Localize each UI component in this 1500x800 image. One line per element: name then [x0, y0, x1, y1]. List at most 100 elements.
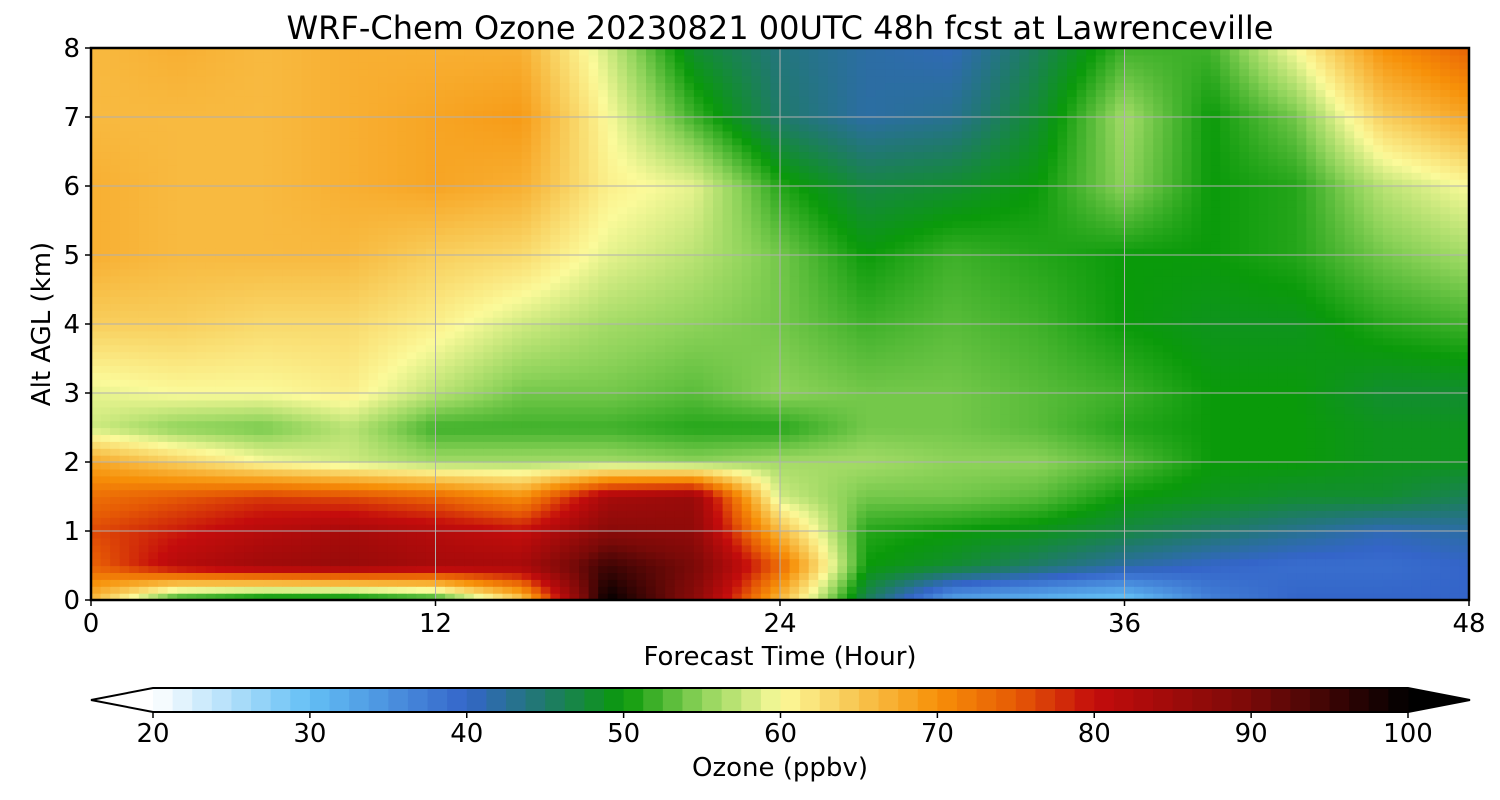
heatmap-cell — [378, 462, 389, 470]
heatmap-cell — [732, 565, 743, 573]
heatmap-cell — [885, 558, 896, 567]
heatmap-cell — [282, 441, 293, 449]
heatmap-cell — [215, 544, 226, 553]
heatmap-cell — [550, 593, 561, 600]
heatmap-cell — [1373, 455, 1384, 463]
heatmap-cell — [1105, 593, 1116, 600]
heatmap-cell — [253, 420, 264, 429]
heatmap-cell — [454, 475, 465, 484]
heatmap-cell — [1287, 586, 1298, 594]
heatmap-cell — [1382, 565, 1394, 573]
heatmap-cell — [177, 572, 188, 580]
heatmap-cell — [1296, 572, 1307, 580]
heatmap-cell — [425, 544, 437, 553]
heatmap-cell — [952, 413, 963, 422]
heatmap-cell — [693, 579, 705, 587]
heatmap-cell — [588, 489, 599, 498]
heatmap-cell — [856, 482, 867, 491]
heatmap-cell — [1038, 586, 1049, 594]
heatmap-cell — [311, 565, 322, 573]
heatmap-cell — [1411, 393, 1422, 401]
heatmap-cell — [808, 455, 819, 463]
heatmap-cell — [1086, 586, 1097, 594]
heatmap-cell — [1344, 468, 1355, 477]
heatmap-cell — [483, 386, 494, 394]
heatmap-cell — [1181, 468, 1193, 477]
heatmap-cell — [751, 496, 762, 504]
heatmap-cell — [205, 572, 216, 580]
heatmap-cell — [626, 503, 638, 511]
heatmap-cell — [378, 406, 389, 415]
heatmap-cell — [1354, 503, 1365, 511]
heatmap-cell — [665, 365, 676, 373]
heatmap-cell — [100, 579, 111, 587]
heatmap-cell — [1421, 572, 1432, 580]
heatmap-cell — [1134, 482, 1145, 491]
heatmap-cell — [435, 503, 446, 511]
heatmap-cell — [856, 406, 867, 415]
heatmap-cell — [502, 413, 513, 422]
heatmap-cell — [1201, 593, 1212, 600]
heatmap-cell — [416, 372, 427, 380]
heatmap-cell — [406, 365, 417, 373]
heatmap-cell — [387, 427, 398, 435]
heatmap-cell — [617, 503, 628, 511]
heatmap-cell — [1076, 468, 1087, 477]
heatmap-cell — [885, 468, 896, 477]
heatmap-cell — [894, 399, 905, 408]
heatmap-cell — [138, 420, 150, 429]
heatmap-cell — [205, 503, 216, 511]
heatmap-cell — [148, 537, 159, 546]
heatmap-cell — [1162, 379, 1173, 387]
heatmap-cell — [703, 379, 714, 387]
heatmap-cell — [1000, 379, 1011, 387]
heatmap-cell — [1009, 551, 1020, 560]
heatmap-cell — [1392, 434, 1403, 442]
heatmap-cell — [980, 434, 992, 442]
heatmap-cell — [406, 379, 417, 387]
heatmap-cell — [990, 482, 1001, 491]
heatmap-cell — [521, 489, 532, 498]
heatmap-cell — [1363, 531, 1374, 539]
heatmap-cell — [559, 386, 571, 394]
heatmap-cell — [91, 413, 102, 422]
heatmap-cell — [330, 455, 341, 463]
heatmap-cell — [138, 399, 150, 408]
heatmap-cell — [1258, 544, 1269, 553]
heatmap-cell — [291, 524, 303, 532]
heatmap-cell — [751, 544, 762, 553]
heatmap-cell — [1134, 441, 1145, 449]
heatmap-cell — [1047, 482, 1059, 491]
heatmap-cell — [1449, 434, 1461, 442]
heatmap-cell — [741, 489, 752, 498]
heatmap-cell — [177, 393, 188, 401]
heatmap-cell — [904, 551, 915, 560]
heatmap-cell — [1296, 558, 1307, 567]
heatmap-cell — [1009, 475, 1020, 484]
heatmap-cell — [531, 399, 542, 408]
heatmap-cell — [1038, 427, 1049, 435]
heatmap-cell — [894, 372, 905, 380]
heatmap-cell — [665, 427, 676, 435]
heatmap-cell — [1009, 372, 1020, 380]
heatmap-cell — [913, 572, 925, 580]
heatmap-cell — [1315, 406, 1327, 415]
heatmap-cell — [1162, 441, 1173, 449]
heatmap-cell — [607, 586, 618, 594]
heatmap-cell — [406, 358, 417, 366]
heatmap-cell — [1459, 365, 1469, 373]
heatmap-cell — [703, 462, 714, 470]
heatmap-cell — [540, 586, 551, 594]
heatmap-cell — [665, 593, 676, 600]
heatmap-cell — [397, 503, 408, 511]
heatmap-cell — [167, 565, 178, 573]
heatmap-cell — [224, 482, 236, 491]
heatmap-cell — [722, 386, 733, 394]
heatmap-cell — [703, 558, 714, 567]
heatmap-cell — [1162, 427, 1173, 435]
heatmap-cell — [224, 475, 236, 484]
heatmap-cell — [1019, 565, 1030, 573]
heatmap-cell — [1047, 551, 1059, 560]
heatmap-cell — [1114, 379, 1126, 387]
heatmap-cell — [1277, 579, 1288, 587]
